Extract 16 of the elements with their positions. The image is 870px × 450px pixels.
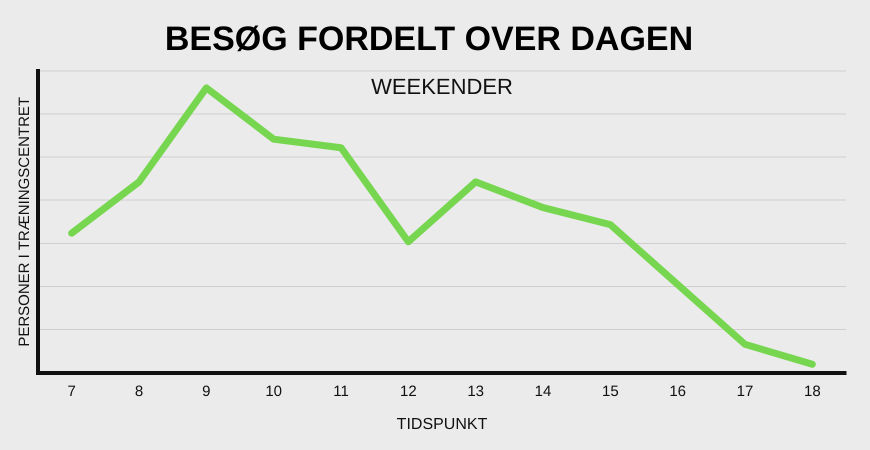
x-axis-title: TIDSPUNKT	[396, 416, 488, 433]
x-tick-label: 14	[534, 382, 552, 400]
x-tick-label: 18	[804, 382, 821, 400]
x-tick-label: 13	[467, 382, 484, 400]
x-tick-label: 12	[400, 382, 417, 400]
x-tick-label: 9	[202, 382, 211, 400]
x-tick-label: 8	[134, 382, 144, 400]
x-tick-label: 11	[333, 382, 349, 400]
y-axis-title: PERSONER I TRÆNINGSCENTRET	[16, 96, 34, 347]
x-tick-label: 16	[669, 382, 686, 400]
x-tick-label: 7	[67, 382, 76, 400]
x-tick-label: 10	[265, 382, 282, 400]
x-tick-label: 17	[736, 382, 754, 400]
chart-subtitle: WEEKENDER	[371, 74, 513, 99]
chart-title: BESØG FORDELT OVER DAGEN	[164, 20, 694, 58]
x-tick-label: 15	[602, 382, 619, 400]
